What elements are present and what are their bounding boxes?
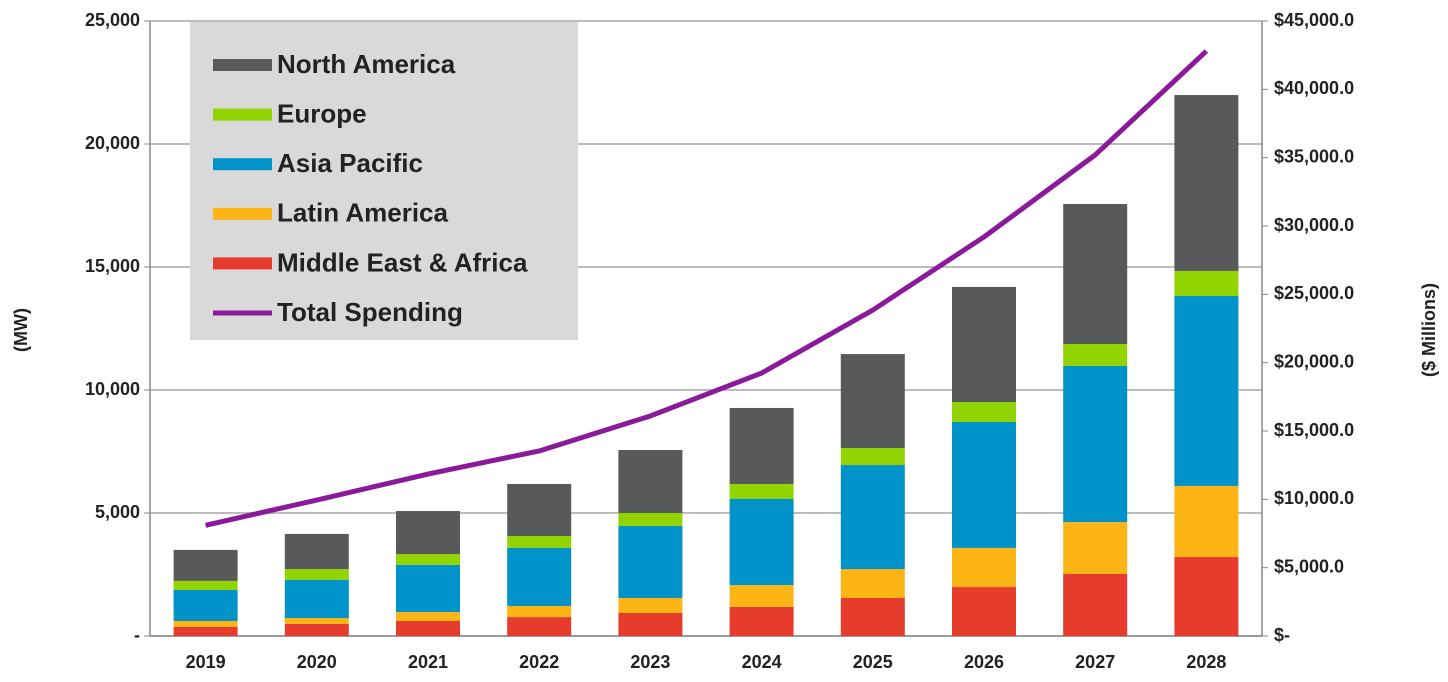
legend-swatch	[213, 257, 272, 270]
bar-segment	[284, 533, 349, 570]
y2-tick-label: $5,000.0	[1274, 556, 1344, 576]
legend-swatch	[213, 207, 272, 220]
bar-segment	[173, 626, 238, 636]
bar-segment	[396, 511, 460, 555]
y2-tick-label: $-	[1274, 625, 1290, 645]
x-tick-label: 2023	[630, 652, 670, 672]
bar-segment	[952, 587, 1016, 636]
bar-segment	[952, 402, 1016, 422]
bar-segment	[507, 617, 572, 636]
y2-tick-label: $35,000.0	[1274, 146, 1354, 166]
y2-tick-label: $20,000.0	[1274, 351, 1354, 371]
bar-segment	[840, 597, 905, 636]
y-tick-label: 10,000	[85, 379, 140, 399]
x-tick-label: 2025	[853, 652, 893, 672]
legend-swatch	[213, 158, 272, 171]
bar-segment	[284, 579, 349, 619]
bar-segment	[1174, 485, 1239, 558]
y2-tick-label: $15,000.0	[1274, 420, 1354, 440]
bar-segment	[507, 536, 572, 548]
bar-segment	[952, 547, 1016, 588]
bar-segment	[618, 513, 683, 527]
bar-segment	[840, 448, 905, 466]
legend-label: Europe	[277, 98, 367, 128]
x-tick-label: 2021	[408, 652, 448, 672]
legend-box	[190, 22, 578, 340]
x-tick-label: 2028	[1186, 652, 1226, 672]
bar-segment	[840, 465, 905, 570]
x-tick-label: 2022	[519, 652, 559, 672]
y-tick-label: 25,000	[85, 10, 140, 30]
y2-tick-label: $45,000.0	[1274, 10, 1354, 30]
y-tick-label: -	[134, 625, 140, 645]
y-tick-label: 20,000	[85, 133, 140, 153]
legend-swatch	[213, 59, 272, 71]
bar-segment	[840, 354, 905, 449]
y2-axis-label: ($ Millions)	[1419, 283, 1439, 377]
bar-segment	[396, 620, 460, 636]
legend-label: Asia Pacific	[277, 148, 423, 178]
bar-segment	[1174, 296, 1239, 486]
bar-segment	[173, 580, 238, 590]
x-tick-label: 2026	[964, 652, 1004, 672]
bar-segment	[618, 612, 683, 636]
bar-segment	[1174, 95, 1239, 271]
bar-segment	[396, 612, 460, 621]
legend-label: Middle East & Africa	[277, 247, 528, 277]
bar-segment	[173, 620, 238, 627]
legend: North America Europe Asia Pacific Latin Ame…	[190, 22, 578, 340]
bar-segment	[173, 549, 238, 581]
bar-segment	[1174, 270, 1239, 297]
y2-tick-label: $10,000.0	[1274, 488, 1354, 508]
bar-segment	[1063, 204, 1128, 344]
y2-tick-label: $30,000.0	[1274, 215, 1354, 235]
bar-segment	[729, 606, 794, 636]
bar-segment	[284, 618, 349, 624]
legend-swatch	[213, 108, 272, 121]
x-tick-label: 2027	[1075, 652, 1115, 672]
bar-segment	[284, 569, 349, 580]
bar-segment	[1063, 365, 1128, 523]
bar-segment	[173, 589, 238, 621]
legend-label: Latin America	[277, 198, 449, 228]
bar-segment	[1063, 522, 1128, 575]
bar-segment	[729, 483, 794, 499]
bar-segment	[729, 407, 794, 484]
x-tick-label: 2020	[297, 652, 337, 672]
bar-segment	[729, 498, 794, 586]
y2-tick-label: $40,000.0	[1274, 78, 1354, 98]
bar-segment	[507, 547, 572, 606]
bar-segment	[840, 569, 905, 598]
bar-segment	[952, 286, 1016, 403]
y-tick-label: 15,000	[85, 256, 140, 276]
bar-segment	[618, 526, 683, 598]
legend-label: Total Spending	[277, 297, 463, 327]
y-tick-label: 5,000	[95, 502, 140, 522]
bar-segment	[618, 450, 683, 513]
y2-tick-label: $25,000.0	[1274, 283, 1354, 303]
x-tick-label: 2019	[186, 652, 226, 672]
bar-segment	[284, 623, 349, 636]
bar-segment	[507, 483, 572, 537]
bar-segment	[1063, 343, 1128, 366]
bar-segment	[1063, 574, 1128, 636]
bar-segment	[396, 554, 460, 565]
bar-segment	[952, 421, 1016, 548]
bar-segment	[1174, 557, 1239, 636]
bar-segment	[618, 597, 683, 613]
legend-label: North America	[277, 49, 456, 79]
bar-segment	[507, 605, 572, 618]
bar-segment	[729, 585, 794, 607]
bar-segment	[396, 564, 460, 613]
y-axis-label: (MW)	[11, 308, 31, 352]
line-series	[205, 49, 1209, 528]
x-tick-label: 2024	[742, 652, 782, 672]
